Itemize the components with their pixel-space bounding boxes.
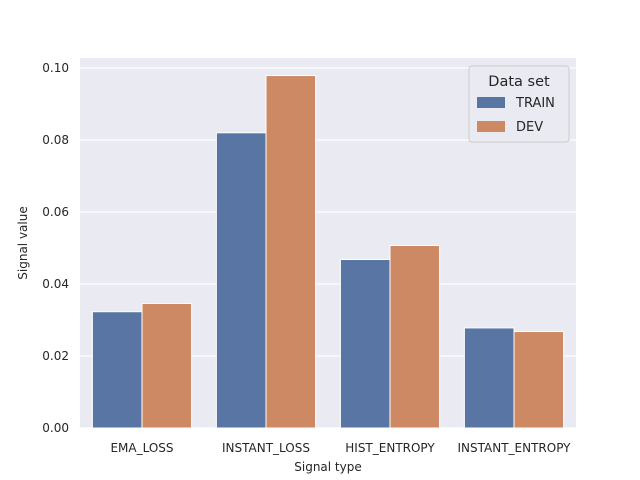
x-tick-label: INSTANT_ENTROPY: [457, 441, 571, 455]
y-axis-label: Signal value: [16, 206, 30, 279]
x-tick-label: EMA_LOSS: [110, 441, 173, 455]
x-tick-label: HIST_ENTROPY: [345, 441, 435, 455]
bar-train-instant-entropy: [463, 327, 515, 429]
x-axis-ticks: EMA_LOSS INSTANT_LOSS HIST_ENTROPY INSTANT_…: [110, 441, 571, 455]
y-tick-label: 0.02: [42, 349, 69, 363]
bar-dev-instant-entropy: [513, 331, 565, 429]
bar-train-ema-loss: [91, 311, 143, 429]
legend-swatch-train: [477, 97, 505, 108]
bar-dev-ema-loss: [141, 302, 193, 429]
legend-items: TRAIN DEV: [477, 96, 555, 135]
legend: Data set TRAIN DEV: [468, 65, 570, 143]
bar-train-hist-entropy: [339, 259, 391, 429]
y-tick-label: 0.08: [42, 133, 69, 147]
bar-dev-hist-entropy: [389, 244, 441, 429]
y-tick-label: 0.00: [42, 421, 69, 435]
legend-title: Data set: [488, 74, 550, 90]
y-tick-label: 0.04: [42, 277, 69, 291]
y-tick-label: 0.10: [42, 61, 69, 75]
bar-dev-instant-loss: [265, 75, 317, 429]
bar-train-instant-loss: [215, 132, 267, 429]
legend-label-dev: DEV: [516, 120, 543, 135]
legend-swatch-dev: [477, 121, 505, 132]
x-tick-label: INSTANT_LOSS: [222, 441, 310, 455]
bars: [91, 75, 565, 429]
y-tick-label: 0.06: [42, 205, 69, 219]
y-axis-ticks: 0.00 0.02 0.04 0.06 0.08 0.10: [42, 61, 69, 435]
x-axis-label: Signal type: [294, 460, 361, 474]
legend-label-train: TRAIN: [515, 96, 555, 111]
